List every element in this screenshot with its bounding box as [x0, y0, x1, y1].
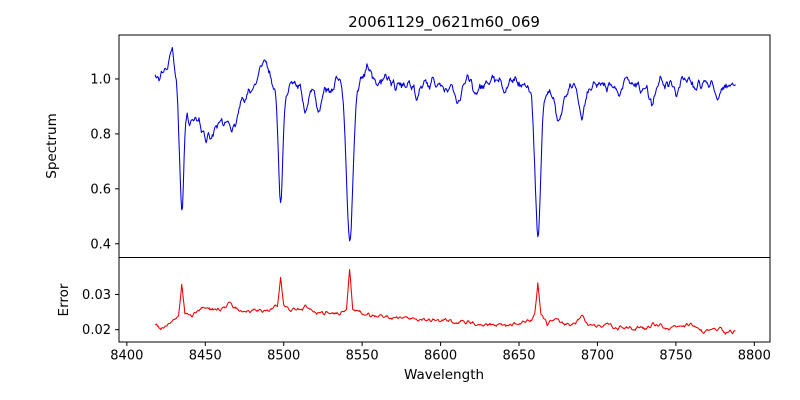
x-tick-label: 8400 [110, 349, 143, 364]
spectrum-axes-box [118, 34, 771, 258]
x-tick-label: 8700 [581, 349, 614, 364]
error-axes-box [118, 257, 771, 343]
x-tick-label: 8600 [424, 349, 457, 364]
error-line [154, 268, 736, 335]
spectrum-y-tick-label: 1.0 [90, 72, 111, 87]
x-tick-label: 8550 [346, 349, 379, 364]
x-tick-label: 8800 [738, 349, 771, 364]
plot-title: 20061129_0621m60_069 [348, 13, 540, 32]
error-y-axis-label: Error [56, 283, 72, 316]
x-tick-label: 8500 [267, 349, 300, 364]
x-axis-label: Wavelength [404, 367, 484, 383]
spectrum-y-axis-label: Spectrum [44, 113, 60, 178]
spectrum-line [154, 46, 736, 242]
x-tick-label: 8650 [502, 349, 535, 364]
x-tick-label: 8750 [659, 349, 692, 364]
spectrum-y-tick-label: 0.8 [90, 127, 111, 142]
x-tick-label: 8450 [189, 349, 222, 364]
plot-area: 0.4 0.6 0.8 1.0 0.02 0.03 8400 8450 8500 8550 8600… [82, 34, 771, 364]
error-y-tick-label: 0.03 [82, 288, 111, 303]
spectrum-y-tick-label: 0.6 [90, 182, 111, 197]
spectrum-y-tick-label: 0.4 [90, 237, 111, 252]
error-y-tick-label: 0.02 [82, 323, 111, 338]
